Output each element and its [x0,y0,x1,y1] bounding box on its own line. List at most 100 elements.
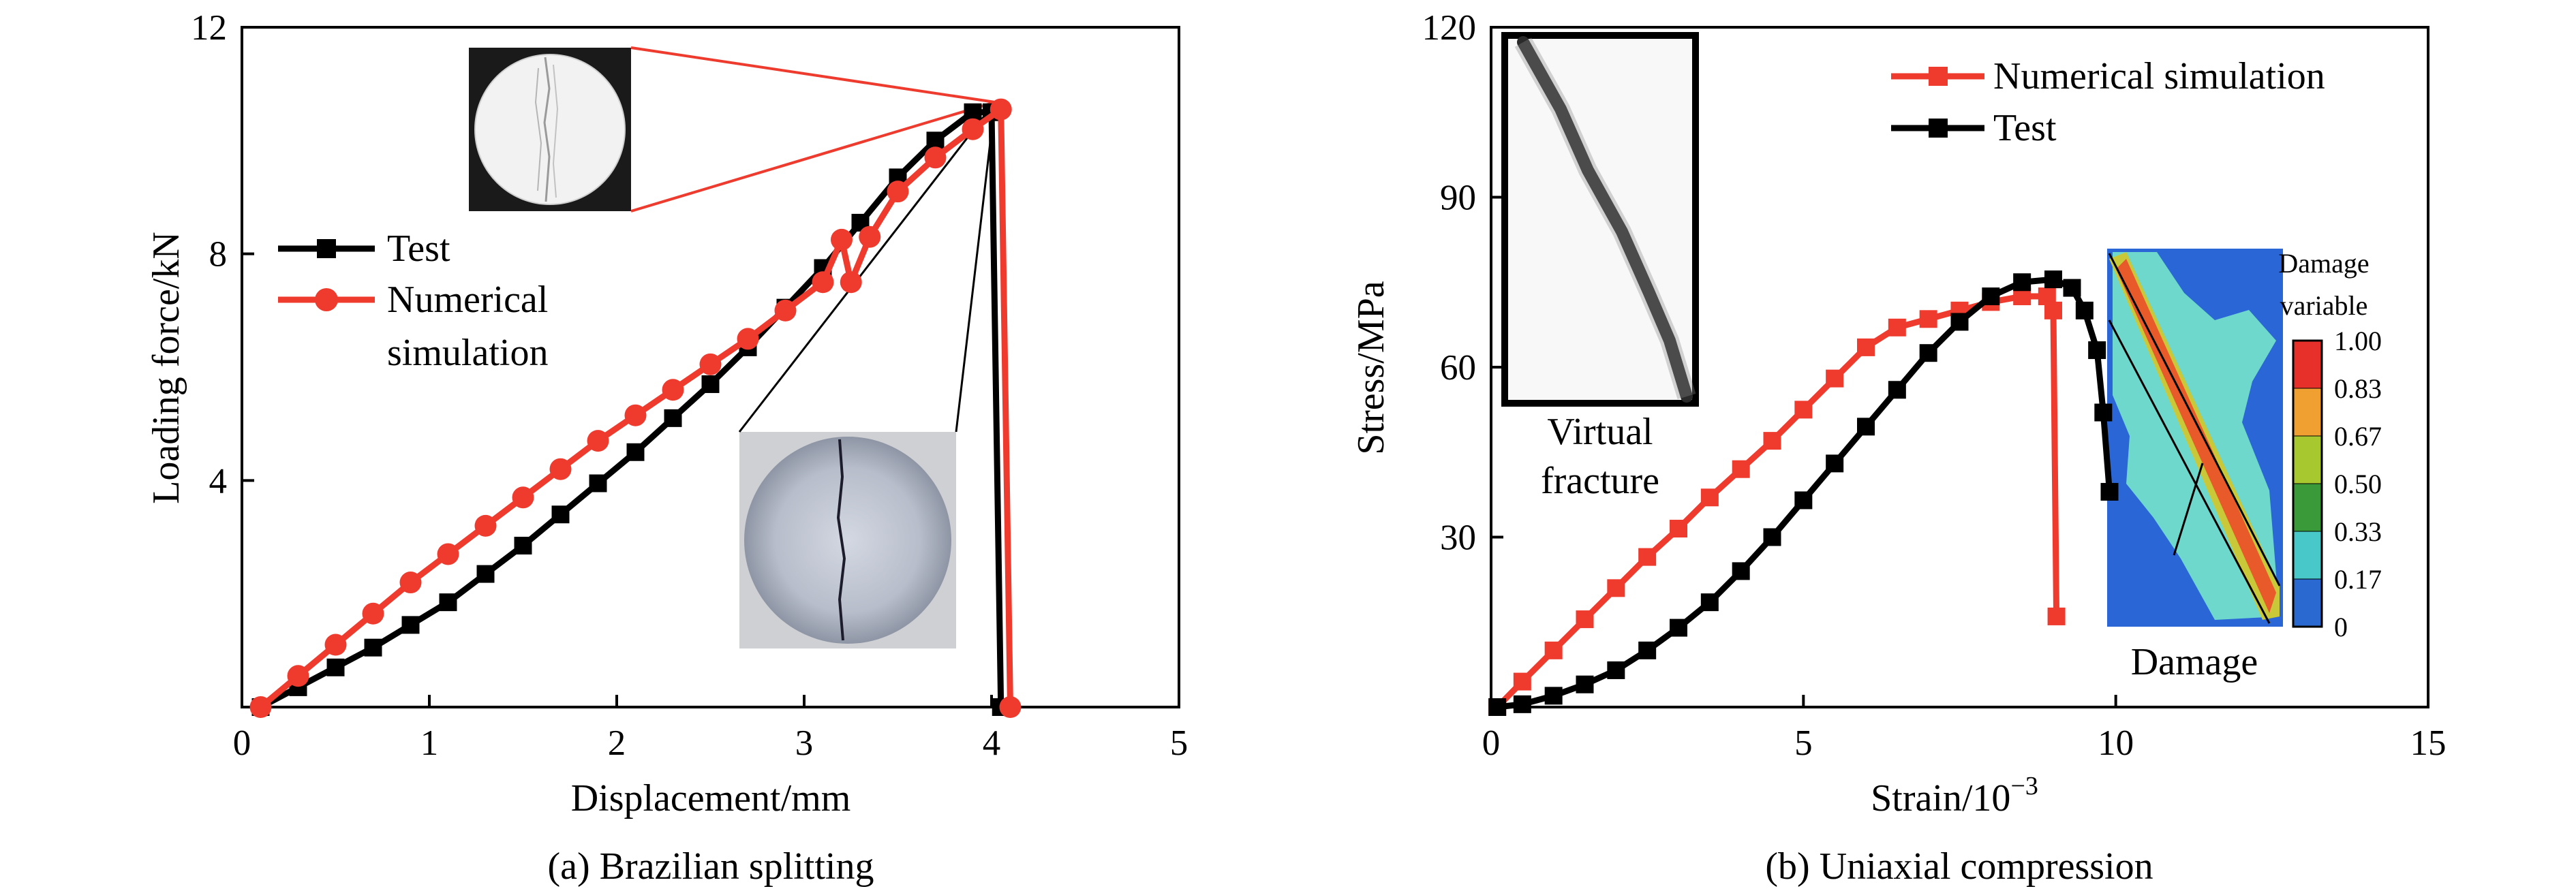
panel-b-series [1488,270,2119,716]
data-point [887,181,909,203]
data-point [699,353,722,375]
legend-item-b-test: Test [1891,107,2057,149]
data-point [1576,610,1594,629]
data-point [1919,344,1937,362]
data-point [2063,279,2081,297]
data-point [964,103,982,121]
data-point [587,430,609,452]
data-point [662,379,684,401]
data-point [324,634,347,656]
data-point [1544,687,1563,705]
y-tick-label: 8 [209,235,228,275]
inset-virtual-fracture: Virtual fracture [1501,32,1699,502]
panel-b-legend: Numerical simulation Test [1891,55,2325,149]
data-point [2094,403,2113,422]
data-point [1670,520,1687,538]
colorbar-tick-label: 0.33 [2334,516,2382,547]
colorbar-title-line1: Damage [2278,248,2369,279]
data-point [1513,672,1531,691]
colorbar-tick-label: 0.17 [2334,564,2382,595]
x-tick-label: 5 [1794,723,1813,763]
data-point [474,514,497,537]
x-tick-label: 4 [983,723,1001,763]
data-point [2044,270,2062,289]
data-point [1888,381,1906,399]
data-point [1607,579,1625,597]
data-point [624,404,647,426]
data-point [364,638,382,657]
y-tick-label: 120 [1422,8,1477,48]
data-point [512,486,534,509]
inset-tested-specimen [739,432,956,648]
data-point [626,443,645,461]
data-point [401,616,420,634]
data-point [840,271,862,294]
x-tick-label: 1 [420,723,439,763]
data-point [249,696,272,718]
inset-damage-contour: Damage [2107,249,2283,683]
data-point [1763,432,1781,450]
colorbar-swatch [2293,531,2322,580]
data-point [962,118,984,140]
colorbar-swatch [2293,483,2322,532]
colorbar-swatch [2293,435,2322,484]
data-point [1888,318,1906,337]
data-point [990,98,1012,121]
y-tick-label: 30 [1440,518,1476,558]
virtual-fracture-label-line2: fracture [1541,460,1659,502]
data-point [1919,310,1937,328]
data-point [1794,401,1813,419]
colorbar-tick-label: 0.67 [2334,421,2382,452]
panel-a-plot-frame [241,26,1180,708]
data-point [2088,341,2106,360]
data-point [1576,675,1594,693]
data-point [2013,273,2031,292]
panel-b-ticks: 0 5 10 15 30 60 90 120 [1422,8,2447,763]
data-point [1826,454,1844,473]
virtual-fracture-label-line1: Virtual [1547,411,1653,453]
data-point [589,474,607,493]
y-tick-label: 12 [191,8,227,48]
data-point [1732,460,1750,478]
data-point [1607,661,1625,679]
data-point [1857,338,1875,356]
data-point [1700,593,1719,612]
x-tick-label: 2 [608,723,626,763]
data-point [437,543,459,565]
data-point [326,658,345,676]
y-tick-label: 90 [1440,178,1476,218]
legend-label-simulation: Numerical [387,279,548,321]
colorbar-swatch [2293,340,2322,389]
data-point [1638,548,1657,566]
data-point [439,593,457,612]
colorbar-tick-label: 0.50 [2334,469,2382,499]
colorbar-frame [2292,339,2323,628]
panel-a-legend: Test Numerical simulation [278,228,548,374]
panel-a-x-axis-label: Displacement/mm [571,777,851,819]
colorbar-title-line2: variable [2280,290,2368,321]
data-point [287,665,309,687]
colorbar-swatch [2293,578,2322,627]
legend-b-label-test: Test [1993,107,2057,149]
colorbar-swatches: 1.00 0.83 0.67 0.50 0.33 0.17 0 [2292,326,2382,642]
data-point [1513,695,1531,713]
colorbar-tick-label: 0.83 [2334,373,2382,404]
data-point [926,131,945,150]
panel-b-x-axis-label: Strain/10−3 [1871,772,2038,819]
colorbar-tick-label: 1.00 [2334,326,2382,356]
data-point [999,696,1022,718]
inset-connector-lines [630,46,996,433]
data-point [2047,607,2066,625]
data-point [774,299,797,322]
panel-a-y-axis-label: Loading force/kN [145,232,187,504]
x-tick-label: 5 [1170,723,1189,763]
data-point [1670,619,1687,637]
data-point [1982,287,2000,306]
colorbar-swatch [2293,388,2322,437]
legend-label-test: Test [387,228,450,270]
x-tick-label: 0 [233,723,251,763]
data-point [1732,562,1750,580]
data-point [2044,301,2062,319]
